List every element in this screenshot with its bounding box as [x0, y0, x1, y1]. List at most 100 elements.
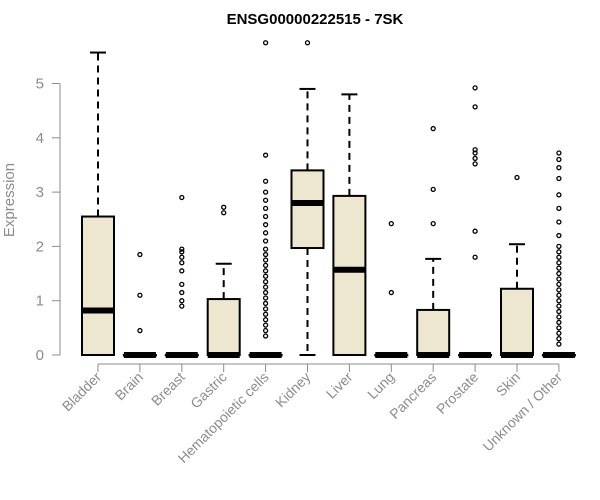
- outlier-point: [262, 213, 269, 220]
- outlier-point: [556, 254, 562, 260]
- iqr-box: [500, 287, 534, 356]
- outlier-point: [556, 303, 562, 309]
- outlier-point: [430, 125, 436, 132]
- outlier-point: [262, 273, 269, 279]
- outlier-point: [556, 270, 562, 277]
- x-tick-label: Skin: [493, 369, 524, 400]
- outlier-point: [556, 276, 562, 282]
- outlier-point: [472, 161, 478, 167]
- y-axis-label: Expression: [1, 163, 18, 237]
- outlier-point: [556, 341, 562, 347]
- outlier-point: [262, 333, 269, 339]
- outlier-point: [179, 281, 185, 288]
- outlier-point: [556, 281, 562, 288]
- box-unknown-other: [541, 150, 576, 358]
- x-tick-label: Breast: [148, 369, 188, 409]
- outlier-point: [179, 289, 185, 296]
- outlier-point: [556, 265, 562, 271]
- outlier-point: [472, 228, 478, 234]
- outlier-point: [556, 287, 562, 293]
- outlier-point: [556, 319, 562, 326]
- box-liver: [332, 93, 367, 356]
- outlier-point: [556, 330, 562, 336]
- outlier-point: [556, 156, 562, 163]
- outlier-point: [262, 205, 269, 212]
- outlier-point: [221, 210, 227, 216]
- outlier-point: [556, 205, 562, 212]
- x-tick-label: Bladder: [59, 369, 105, 415]
- x-tick-label: Prostate: [433, 369, 481, 417]
- x-tick-label: Lung: [364, 369, 397, 402]
- outlier-point: [556, 336, 562, 342]
- y-tick-label: 1: [36, 293, 44, 310]
- boxes-group: [81, 40, 576, 358]
- outlier-point: [262, 189, 269, 195]
- outlier-point: [472, 254, 478, 260]
- outlier-point: [179, 260, 185, 266]
- outlier-point: [262, 197, 269, 203]
- outlier-point: [472, 155, 478, 162]
- iqr-box: [206, 298, 241, 357]
- outlier-point: [262, 230, 269, 236]
- outlier-point: [179, 249, 185, 255]
- box-brain: [122, 251, 157, 358]
- iqr-box: [81, 215, 115, 356]
- outlier-point: [262, 257, 269, 263]
- outlier-point: [556, 260, 562, 266]
- x-tick-label: Unknown / Other: [479, 369, 565, 455]
- outlier-point: [179, 254, 185, 260]
- outlier-point: [556, 308, 562, 315]
- outlier-point: [262, 152, 269, 158]
- outlier-point: [472, 150, 478, 156]
- outlier-point: [262, 300, 269, 307]
- outlier-point: [472, 104, 478, 110]
- x-tick-label: Pancreas: [386, 369, 439, 422]
- x-tick-label: Liver: [323, 369, 356, 402]
- outlier-point: [556, 298, 562, 304]
- outlier-point: [262, 246, 269, 252]
- outlier-point: [262, 222, 269, 228]
- box-bladder: [81, 51, 115, 356]
- outlier-point: [430, 186, 436, 193]
- outlier-point: [262, 268, 269, 274]
- box-kidney: [290, 40, 325, 356]
- y-tick-label: 5: [36, 76, 44, 93]
- outlier-point: [137, 327, 143, 334]
- outlier-point: [179, 246, 185, 252]
- outlier-point: [472, 147, 478, 153]
- outlier-point: [304, 40, 311, 46]
- box-pancreas: [416, 125, 451, 358]
- outlier-point: [388, 289, 394, 296]
- y-tick-label: 2: [36, 238, 44, 255]
- outlier-point: [221, 204, 227, 210]
- y-axis: 0 1 2 3 4 5: [36, 76, 61, 364]
- box-skin: [500, 174, 534, 358]
- outlier-point: [388, 220, 394, 227]
- x-tick-label: Kidney: [272, 369, 314, 411]
- outlier-point: [262, 327, 269, 334]
- box-prostate: [458, 85, 493, 358]
- y-tick-label: 0: [36, 347, 44, 364]
- outlier-point: [179, 303, 185, 309]
- outlier-point: [556, 192, 562, 198]
- box-breast: [164, 194, 199, 358]
- outlier-point: [514, 174, 520, 181]
- outlier-point: [262, 238, 269, 244]
- iqr-box: [290, 169, 325, 250]
- iqr-box: [416, 308, 451, 356]
- outlier-point: [262, 178, 269, 184]
- box-lung: [374, 220, 409, 358]
- outlier-point: [179, 268, 185, 274]
- outlier-point: [556, 219, 562, 225]
- outlier-point: [556, 314, 562, 320]
- outlier-point: [262, 40, 269, 46]
- box-gastric: [206, 204, 241, 358]
- outlier-point: [179, 194, 185, 201]
- outlier-point: [262, 262, 269, 269]
- outlier-point: [262, 284, 269, 290]
- outlier-point: [179, 298, 185, 304]
- outlier-point: [262, 279, 269, 285]
- outlier-point: [262, 289, 269, 296]
